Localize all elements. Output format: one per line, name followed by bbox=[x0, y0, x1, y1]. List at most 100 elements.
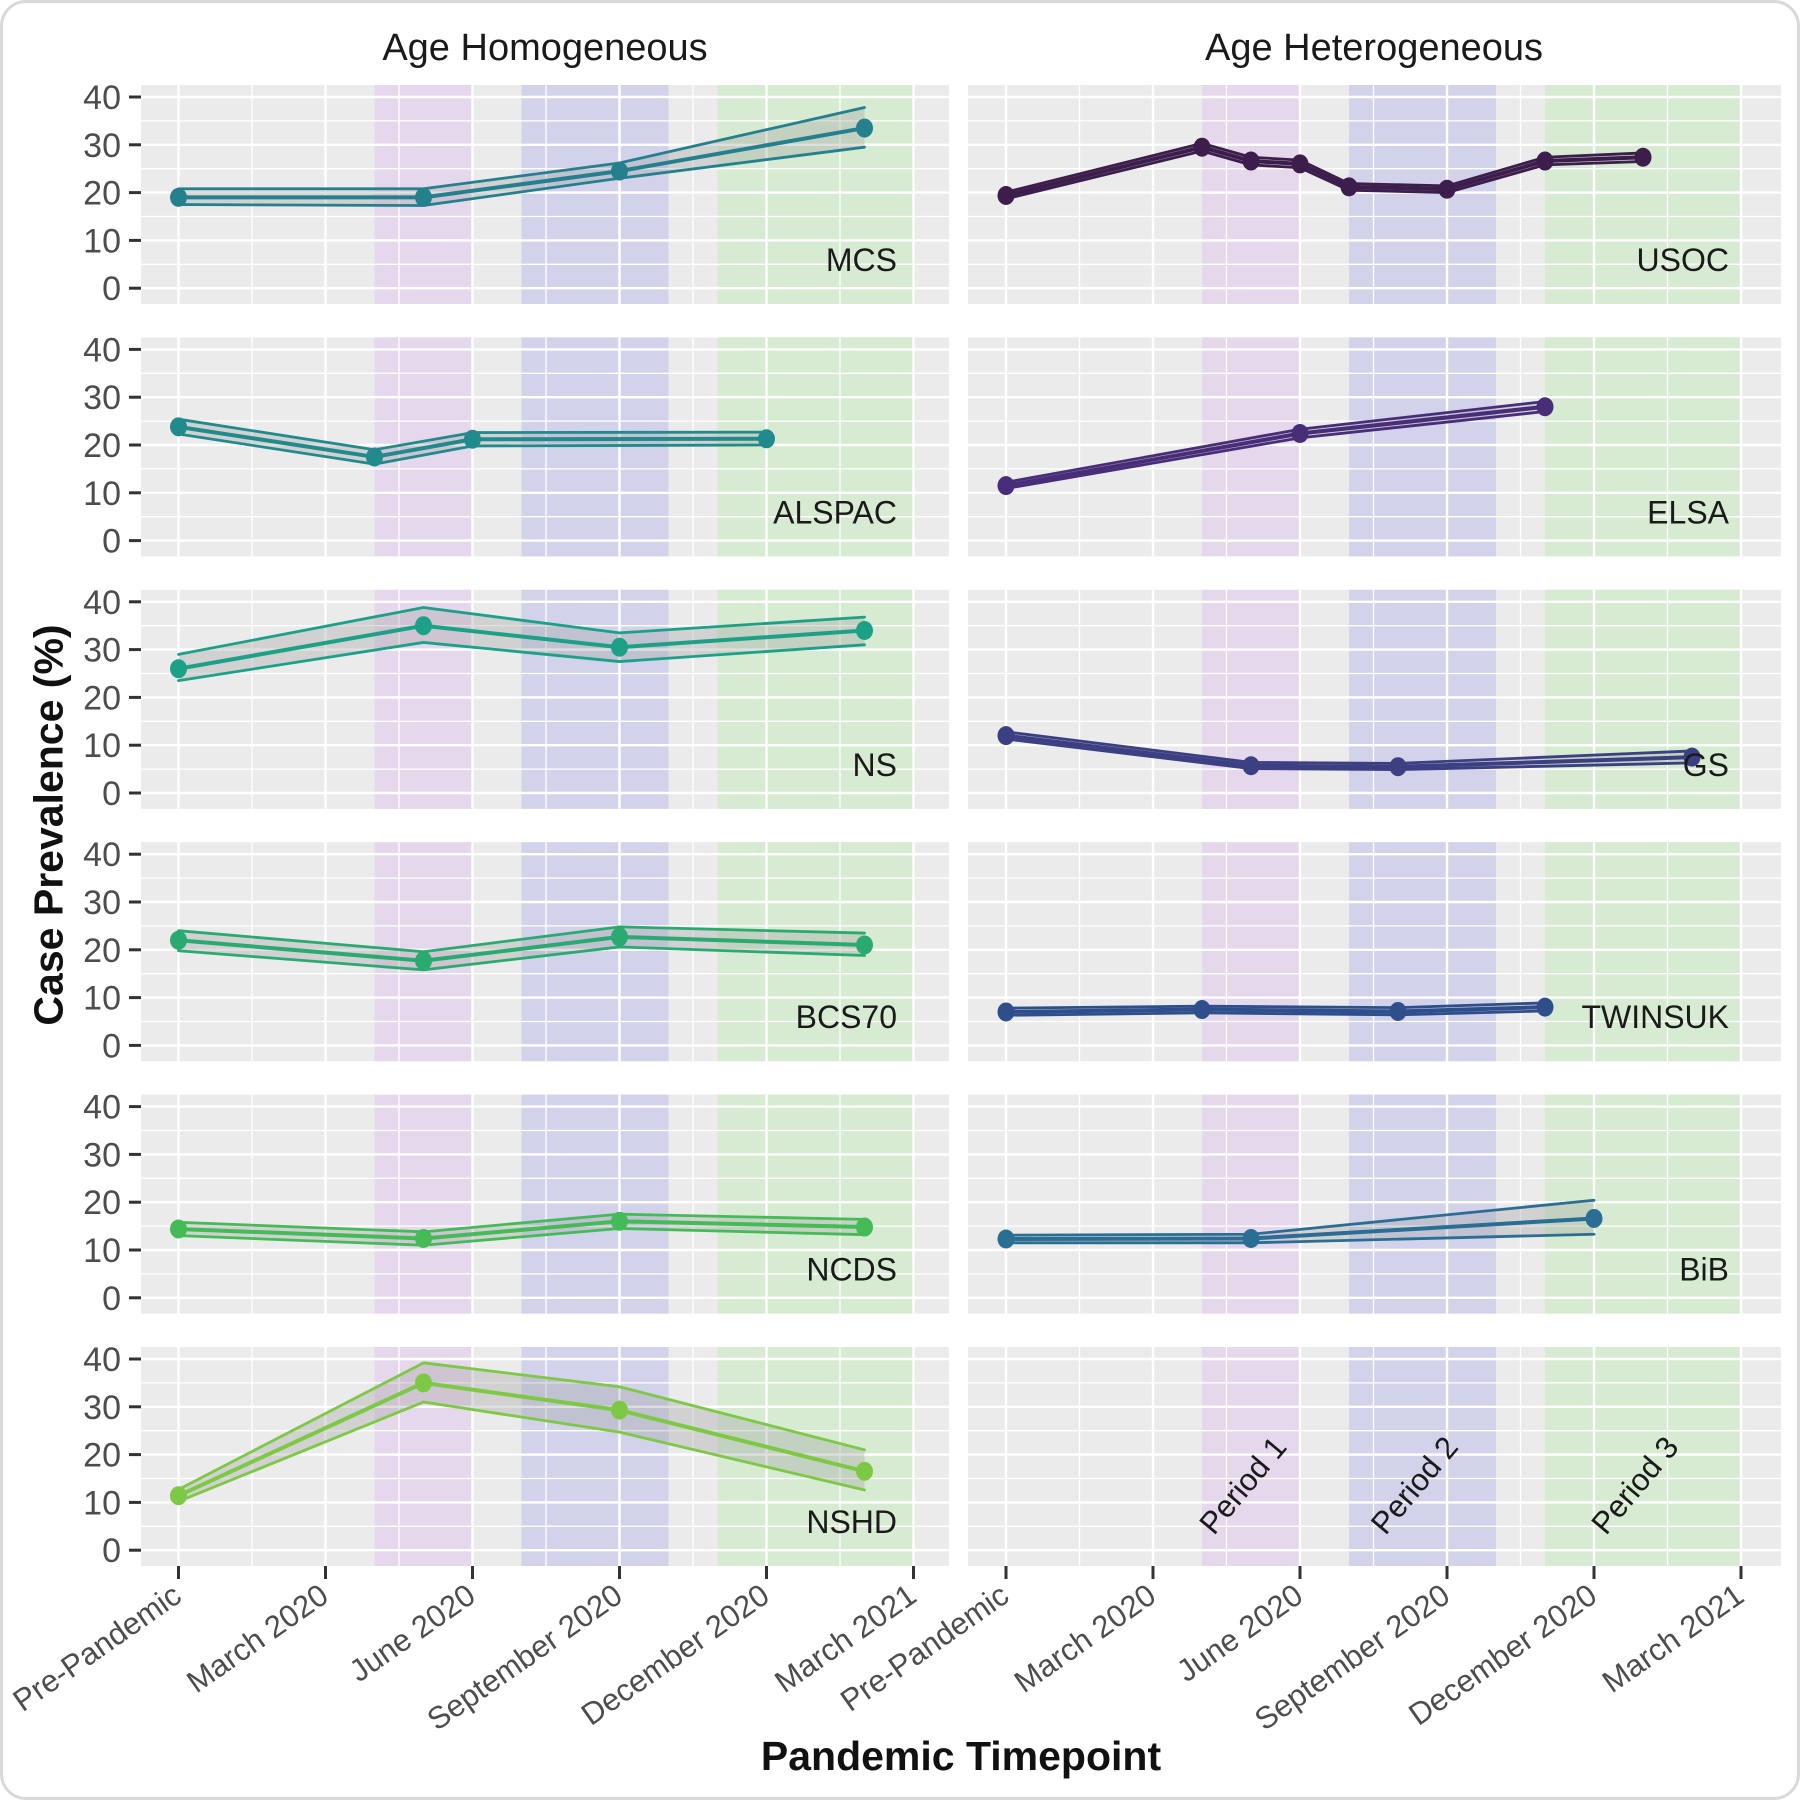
y-tick-label: 30 bbox=[83, 1389, 121, 1427]
data-point bbox=[1683, 747, 1701, 767]
confidence-upper-line bbox=[177, 1212, 866, 1234]
period-band-2 bbox=[1349, 337, 1496, 557]
y-tick-label: 20 bbox=[83, 1184, 121, 1222]
y-tick-label: 0 bbox=[102, 1027, 121, 1065]
data-point bbox=[1389, 1001, 1407, 1021]
y-tick-label: 30 bbox=[83, 127, 121, 165]
facet-label-bcs70: BCS70 bbox=[796, 999, 897, 1035]
series-line bbox=[176, 1380, 867, 1498]
data-point bbox=[997, 1002, 1015, 1022]
y-tick-label: 10 bbox=[83, 727, 121, 765]
panel-twinsuk: TWINSUK bbox=[968, 842, 1781, 1062]
data-point bbox=[1340, 177, 1358, 197]
panel-mcs: MCS bbox=[141, 85, 949, 304]
data-point bbox=[856, 620, 873, 640]
data-point bbox=[415, 1229, 432, 1249]
data-point bbox=[611, 161, 628, 181]
period-band-2 bbox=[521, 85, 669, 304]
data-point bbox=[415, 1373, 432, 1393]
panel-usoc: USOC bbox=[968, 85, 1781, 304]
y-tick-label: 40 bbox=[83, 1341, 121, 1379]
facet-label-twinsuk: TWINSUK bbox=[1581, 999, 1729, 1035]
period-band-1 bbox=[1202, 842, 1300, 1062]
data-point bbox=[758, 429, 775, 449]
confidence-upper-line bbox=[177, 1361, 866, 1491]
data-point bbox=[1242, 756, 1260, 776]
facet-label-bib: BiB bbox=[1679, 1252, 1729, 1288]
facet-column-title-age-heterogeneous: Age Heterogeneous bbox=[1204, 27, 1544, 69]
data-point bbox=[170, 659, 187, 679]
chart-canvas: MCS USOC 0 10 20 30 40 ALSPAC ELSA 0 10 20 30 40 NS GS 0… bbox=[7, 79, 1781, 1737]
confidence-lower-line bbox=[1004, 149, 1645, 201]
confidence-lower-line bbox=[1004, 737, 1694, 771]
data-point bbox=[1536, 397, 1554, 417]
facet-label-gs: GS bbox=[1683, 747, 1729, 783]
panel-ns: NS bbox=[141, 589, 949, 809]
data-point bbox=[1242, 151, 1260, 171]
confidence-upper-line bbox=[177, 417, 768, 452]
confidence-lower-line bbox=[177, 945, 866, 972]
y-tick-label: 10 bbox=[83, 980, 121, 1018]
series-line bbox=[1004, 733, 1694, 769]
data-point bbox=[415, 187, 432, 207]
y-tick-label: 30 bbox=[83, 632, 121, 670]
series-line bbox=[176, 623, 867, 671]
panel-alspac: ALSPAC bbox=[141, 337, 949, 557]
x-tick-label: March 2020 bbox=[1008, 1577, 1162, 1700]
series-line bbox=[176, 934, 867, 963]
series-line bbox=[1004, 1005, 1547, 1014]
confidence-upper-line bbox=[177, 925, 866, 954]
panel-nshd: NSHD bbox=[141, 1347, 949, 1566]
y-tick-label: 30 bbox=[83, 379, 121, 417]
y-tick-label: 20 bbox=[83, 1437, 121, 1475]
confidence-lower-line bbox=[1004, 1009, 1547, 1017]
y-tick-label: 0 bbox=[102, 1280, 121, 1318]
y-tick-label: 0 bbox=[102, 270, 121, 308]
facet-label-nshd: NSHD bbox=[806, 1504, 897, 1540]
y-tick-label: 10 bbox=[83, 1232, 121, 1270]
y-tick-label: 20 bbox=[83, 427, 121, 465]
period-band-1 bbox=[1202, 85, 1300, 304]
y-tick-label: 10 bbox=[83, 475, 121, 513]
data-point bbox=[1634, 147, 1652, 167]
facet-label-mcs: MCS bbox=[826, 242, 897, 278]
data-point bbox=[1193, 137, 1211, 157]
panel-bib: BiB bbox=[968, 1094, 1781, 1314]
series-line bbox=[176, 126, 867, 200]
data-point bbox=[170, 187, 187, 207]
data-point bbox=[170, 1486, 187, 1506]
period-band-1 bbox=[1202, 1094, 1300, 1314]
confidence-ribbon bbox=[1006, 1200, 1594, 1243]
y-tick-label: 40 bbox=[83, 1089, 121, 1127]
x-axis-title: Pandemic Timepoint bbox=[760, 1733, 1162, 1779]
data-point bbox=[1585, 1208, 1603, 1228]
data-point bbox=[997, 726, 1015, 746]
data-point bbox=[415, 616, 432, 636]
data-point bbox=[856, 935, 873, 955]
data-point bbox=[611, 1211, 628, 1231]
data-point bbox=[366, 447, 383, 467]
facet-label-ns: NS bbox=[853, 747, 897, 783]
y-tick-label: 0 bbox=[102, 775, 121, 813]
data-point bbox=[464, 429, 481, 449]
data-point bbox=[1291, 424, 1309, 444]
y-tick-label: 20 bbox=[83, 679, 121, 717]
confidence-upper-line bbox=[177, 106, 866, 191]
data-point bbox=[170, 417, 187, 437]
facet-label-alspac: ALSPAC bbox=[773, 494, 897, 530]
data-point bbox=[1536, 997, 1554, 1017]
data-point bbox=[1438, 179, 1456, 199]
y-tick-label: 20 bbox=[83, 175, 121, 213]
confidence-lower-line bbox=[177, 1227, 866, 1247]
x-tick-label: March 2021 bbox=[1596, 1577, 1750, 1700]
x-tick-label: June 2020 bbox=[1170, 1577, 1309, 1689]
confidence-upper-line bbox=[1004, 730, 1694, 765]
facet-column-title-age-homogeneous: Age Homogeneous bbox=[382, 27, 708, 69]
confidence-lower-line bbox=[177, 641, 866, 683]
series-line bbox=[176, 424, 769, 459]
period-band-2 bbox=[1349, 85, 1496, 304]
data-point bbox=[856, 118, 873, 138]
period-band-2 bbox=[521, 1094, 669, 1314]
data-point bbox=[1291, 154, 1309, 174]
